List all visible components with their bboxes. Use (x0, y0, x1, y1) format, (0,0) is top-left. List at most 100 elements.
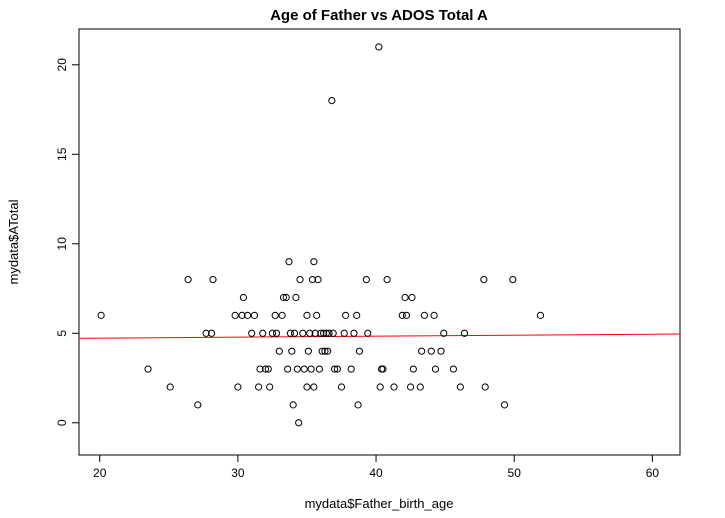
data-point (324, 347, 332, 355)
data-point (333, 365, 341, 373)
data-point (536, 311, 545, 319)
data-point (284, 365, 292, 373)
data-point (307, 365, 315, 373)
y-tick-label: 5 (55, 330, 69, 337)
data-point (364, 329, 372, 337)
data-point (271, 311, 279, 319)
x-tick-label: 30 (231, 466, 245, 480)
data-point (194, 401, 202, 409)
data-point (308, 275, 317, 284)
data-point (376, 383, 384, 391)
data-point (238, 311, 246, 319)
data-point (379, 365, 387, 373)
data-point (264, 365, 272, 373)
data-point (272, 329, 281, 337)
data-point (259, 329, 267, 337)
data-point (329, 329, 337, 337)
data-point (166, 383, 174, 391)
data-points (97, 43, 545, 427)
data-point (279, 293, 288, 302)
data-point (97, 311, 105, 319)
data-point (293, 365, 301, 373)
data-point (295, 419, 303, 427)
y-axis-label: mydata$ATotal (6, 199, 21, 284)
data-point (481, 383, 489, 391)
data-point (310, 258, 318, 266)
data-point (383, 275, 391, 284)
fit-line-layer (78, 333, 681, 339)
data-point (390, 383, 398, 391)
data-point (208, 329, 216, 337)
data-point (430, 311, 438, 319)
data-point (408, 293, 416, 302)
data-point (319, 329, 328, 337)
data-point (286, 329, 294, 337)
x-tick-label: 60 (646, 466, 660, 480)
data-point (268, 329, 277, 337)
data-point (353, 311, 361, 319)
data-point (337, 383, 346, 391)
data-point (239, 293, 248, 302)
data-point (282, 293, 290, 302)
data-point (289, 401, 297, 409)
x-tick-label: 50 (508, 466, 522, 480)
data-point (231, 311, 239, 319)
data-point (144, 365, 152, 373)
data-point (306, 329, 314, 337)
data-point (202, 329, 210, 337)
data-point (278, 311, 286, 319)
data-point (449, 365, 458, 373)
data-point (402, 311, 411, 319)
y-axis: 0 5 10 15 20 (55, 58, 79, 426)
data-point (275, 347, 283, 355)
data-point (347, 365, 355, 373)
data-point (243, 311, 252, 319)
data-point (340, 329, 348, 337)
data-point (427, 347, 435, 355)
data-point (325, 329, 333, 337)
data-point (440, 329, 448, 337)
data-point (266, 383, 274, 391)
data-point (299, 329, 307, 337)
data-point (401, 293, 409, 302)
data-point (303, 383, 311, 391)
data-point (398, 311, 406, 319)
data-point (248, 329, 256, 337)
data-point (261, 365, 270, 373)
data-point (296, 275, 304, 284)
data-point (317, 329, 325, 337)
x-axis-label: mydata$Father_birth_age (305, 496, 454, 511)
data-point (300, 365, 308, 373)
data-point (234, 383, 242, 391)
data-point (290, 329, 299, 337)
data-point (255, 383, 263, 391)
data-point (303, 311, 311, 319)
y-tick-label: 10 (55, 237, 69, 251)
data-point (322, 329, 330, 337)
data-point (350, 329, 358, 337)
data-point (409, 365, 417, 373)
data-point (500, 401, 509, 409)
data-point (184, 275, 192, 284)
data-point (456, 383, 464, 391)
data-point (460, 329, 469, 337)
data-point (256, 365, 264, 373)
data-point (310, 383, 318, 391)
data-point (288, 347, 296, 355)
data-point (418, 347, 426, 355)
data-point (437, 347, 445, 355)
data-point (431, 365, 440, 373)
y-tick-label: 20 (55, 58, 69, 72)
x-tick-label: 20 (93, 466, 107, 480)
data-point (311, 329, 319, 337)
data-point (321, 347, 329, 355)
regression-line (78, 333, 681, 339)
y-tick-label: 15 (55, 147, 69, 161)
data-point (362, 275, 370, 284)
data-point (354, 401, 362, 409)
data-point (315, 365, 323, 373)
data-point (355, 347, 364, 355)
plot-frame (78, 28, 681, 456)
x-tick-label: 40 (369, 466, 383, 480)
